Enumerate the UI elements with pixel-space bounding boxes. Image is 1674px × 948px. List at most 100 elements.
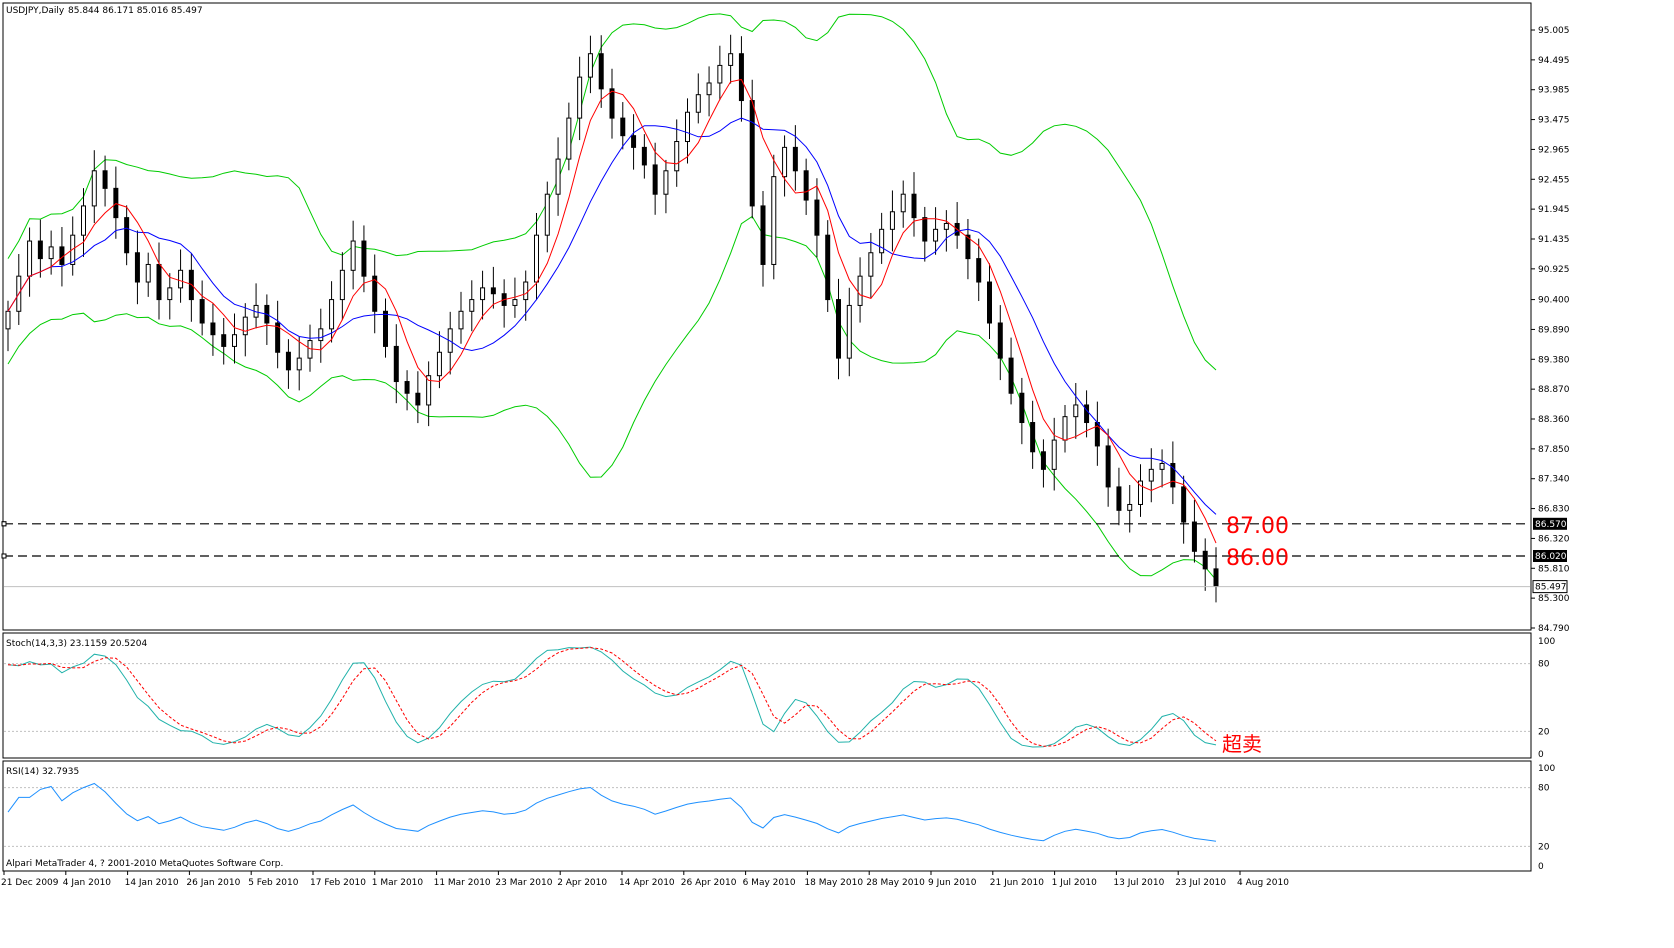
candle-body (1062, 416, 1068, 441)
candle-body (361, 240, 367, 277)
candle-body (329, 299, 335, 330)
candle-body (857, 275, 863, 306)
candle-body (587, 53, 593, 78)
date-label: 11 Mar 2010 (434, 878, 491, 888)
rsi-panel (2, 760, 1532, 872)
candle-body (383, 310, 388, 347)
candle-body (1105, 445, 1111, 488)
candle-body (652, 164, 658, 195)
candle-body (145, 263, 151, 283)
date-label: 14 Apr 2010 (619, 878, 675, 888)
candle-body (1030, 422, 1036, 453)
candle-body (674, 141, 680, 172)
candle-body (1019, 392, 1025, 424)
candle-body (1051, 439, 1057, 470)
candle-body (911, 193, 917, 219)
level-handle (1, 553, 7, 559)
price-tick-label: 89.380 (1538, 355, 1570, 365)
candle-body (1170, 462, 1176, 488)
candle-body (124, 217, 130, 254)
price-tick-label: 85.300 (1538, 594, 1570, 604)
candle-body (868, 252, 874, 277)
candle-body (1127, 503, 1133, 511)
candle-body (836, 299, 841, 359)
stoch-panel (2, 632, 1532, 759)
date-label: 26 Jan 2010 (186, 878, 240, 888)
rsi-header: RSI(14) 32.7935 (6, 767, 79, 777)
candle-body (523, 281, 529, 301)
candle-body (350, 240, 356, 271)
candle-body (490, 287, 496, 295)
candle-body (27, 240, 33, 277)
rsi-plot-layer: 100 80 20 0 (4, 764, 1555, 872)
candle-body (1116, 486, 1122, 511)
candle-body (738, 53, 744, 102)
candle-body (555, 158, 561, 195)
symbol-label: USDJPY,Daily (6, 6, 65, 16)
rsi-tick-label: 80 (1538, 784, 1550, 794)
price-tick-label: 92.965 (1538, 145, 1570, 155)
price-tick-label: 88.360 (1538, 415, 1570, 425)
price-tick-label: 91.945 (1538, 205, 1570, 215)
date-label: 23 Mar 2010 (495, 878, 552, 888)
date-label: 5 Feb 2010 (248, 878, 299, 888)
candle-body (48, 246, 54, 260)
candle-body (296, 357, 302, 371)
candle-body (156, 263, 162, 301)
main-price-grid: 95.005 94.495 93.985 93.475 92.965 92.455 91.9… (1531, 26, 1570, 634)
date-label: 4 Jan 2010 (63, 878, 111, 888)
level-handle (1, 521, 7, 527)
price-tick-label: 93.985 (1538, 86, 1570, 96)
date-label: 17 Feb 2010 (310, 878, 366, 888)
date-label: 1 Mar 2010 (372, 878, 424, 888)
candle-body (210, 322, 216, 336)
price-tick-label: 85.810 (1538, 564, 1570, 574)
candle-body (1202, 550, 1208, 570)
price-tick-label: 84.790 (1538, 624, 1570, 634)
candle-body (782, 146, 788, 178)
candle-body (1084, 404, 1090, 424)
candle-body (134, 252, 140, 283)
candle-body (91, 170, 97, 207)
candle-body (997, 322, 1003, 359)
date-label: 21 Dec 2009 (1, 878, 59, 888)
candle-body (113, 187, 119, 219)
candle-body (695, 94, 701, 113)
date-label: 26 Apr 2010 (681, 878, 737, 888)
date-label: 21 Jun 2010 (990, 878, 1044, 888)
candle-body (544, 193, 550, 236)
copyright-label: Alpari MetaTrader 4, ? 2001-2010 MetaQuo… (6, 859, 283, 869)
candle-body (598, 53, 604, 90)
candle-body (480, 287, 486, 301)
candle-body (5, 310, 11, 330)
stoch-tick-label: 80 (1538, 660, 1550, 670)
ma-slow-line (7, 117, 1217, 515)
price-tick-label: 92.455 (1538, 175, 1570, 185)
candle-body (814, 199, 820, 236)
date-axis: 21 Dec 2009 4 Jan 2010 14 Jan 2010 26 Jan 2… (1, 871, 1289, 888)
current-price-tag-text: 85.497 (1535, 583, 1567, 593)
price-tick-label: 94.495 (1538, 56, 1570, 66)
candle-body (825, 234, 831, 301)
candle-body (760, 205, 766, 265)
candle-body (426, 375, 432, 406)
level-label: 86.00 (1226, 546, 1289, 571)
stoch-plot-layer: 100 80 20 0 (4, 637, 1555, 760)
candle-body (879, 228, 885, 254)
price-tick-label: 90.400 (1538, 296, 1570, 306)
candle-body (178, 269, 184, 289)
candle-body (275, 322, 281, 353)
date-label: 28 May 2010 (866, 878, 925, 888)
candle-body (922, 217, 928, 242)
candle-body (728, 53, 734, 66)
candle-body (933, 228, 939, 242)
candle-body (393, 345, 399, 383)
price-tick-label: 89.890 (1538, 325, 1570, 335)
candle-body (792, 146, 798, 172)
oversold-annotation: 超卖 (1222, 732, 1262, 756)
candle-body (1191, 521, 1197, 552)
candle-body (458, 310, 464, 330)
date-label: 6 May 2010 (743, 878, 796, 888)
candle-body (663, 170, 669, 195)
